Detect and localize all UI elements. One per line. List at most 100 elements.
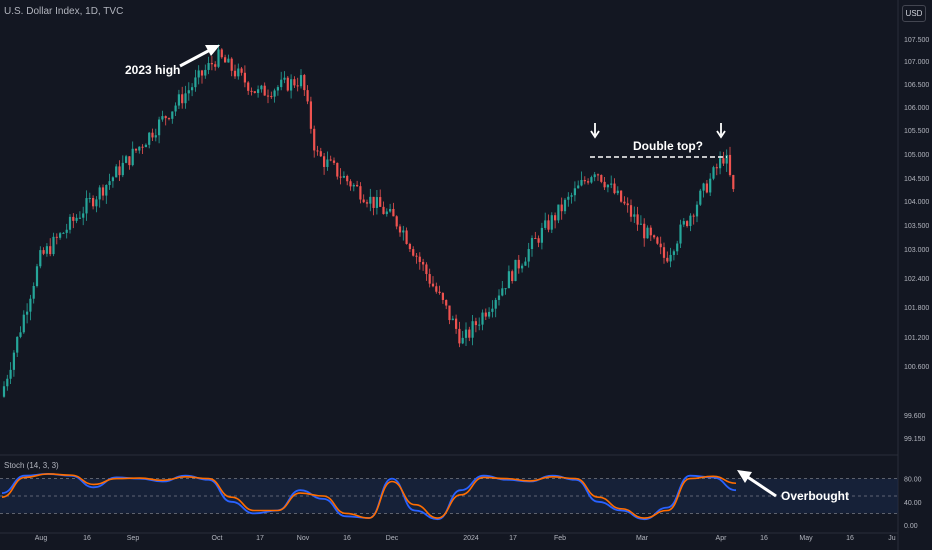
arrow-overbought-head — [737, 470, 752, 483]
candle-body — [253, 91, 256, 93]
candle-body — [712, 167, 715, 179]
candle-body — [349, 181, 352, 187]
candle-body — [141, 146, 144, 148]
candle-body — [266, 95, 270, 97]
candle-body — [623, 201, 626, 204]
candle-body — [382, 206, 385, 215]
candle-body — [451, 318, 454, 321]
candle-body — [313, 128, 316, 151]
price-tick-label: 107.000 — [904, 59, 929, 66]
candle-body — [372, 196, 375, 208]
candle-body — [428, 274, 431, 284]
candle-body — [78, 217, 81, 219]
candle-body — [593, 174, 596, 178]
candle-body — [276, 87, 279, 91]
candle-body — [362, 199, 365, 203]
candle-body — [666, 257, 669, 262]
candle-body — [316, 150, 319, 152]
candle-body — [115, 166, 118, 178]
candle-body — [158, 119, 161, 136]
time-tick-label: Aug — [35, 535, 48, 542]
candle-body — [375, 197, 378, 208]
candle-body — [42, 250, 45, 254]
candle-body — [606, 184, 609, 188]
candle-body — [217, 49, 220, 67]
candle-body — [144, 144, 147, 148]
candle-body — [709, 178, 712, 193]
candle-body — [197, 70, 200, 78]
stoch-d-line — [1, 473, 737, 519]
candle-body — [692, 215, 695, 217]
candle-body — [134, 148, 138, 151]
candle-body — [488, 311, 491, 317]
arrow-2023-high-shaft — [179, 48, 211, 68]
time-tick-label: Ju — [888, 535, 896, 542]
candle-body — [131, 148, 134, 166]
candle-body — [299, 75, 303, 87]
candle-body — [636, 214, 639, 225]
candle-body — [438, 291, 441, 294]
currency-badge[interactable]: USD — [902, 5, 926, 22]
candle-body — [511, 271, 514, 282]
candle-body — [339, 176, 342, 178]
candle-body — [257, 89, 260, 93]
candle-body — [352, 184, 355, 187]
candle-body — [224, 57, 227, 63]
candle-body — [402, 230, 405, 233]
candle-body — [567, 196, 570, 200]
candle-body — [669, 254, 672, 262]
candle-body — [722, 158, 725, 164]
candle-body — [719, 158, 722, 169]
candle-body — [105, 185, 108, 196]
time-tick-label: Mar — [636, 535, 649, 542]
candle-body — [448, 305, 451, 321]
candle-body — [174, 105, 177, 112]
time-tick-label: 17 — [509, 535, 517, 542]
candle-body — [121, 162, 124, 176]
price-tick-label: 105.000 — [904, 152, 929, 159]
candle-body — [233, 70, 237, 77]
candle-body — [329, 159, 332, 161]
candle-body — [474, 321, 477, 326]
candle-body — [560, 204, 563, 212]
annotation-2023-high: 2023 high — [125, 63, 181, 77]
candle-body — [616, 190, 619, 194]
candle-body — [309, 101, 312, 129]
candle-body — [514, 259, 517, 282]
candle-body — [230, 58, 233, 71]
candle-body — [725, 154, 728, 164]
candle-body — [629, 205, 633, 217]
time-tick-label: May — [799, 535, 813, 542]
candle-body — [101, 187, 105, 196]
price-tick-label: 105.500 — [904, 128, 929, 135]
candle-body — [35, 266, 39, 287]
time-tick-label: Feb — [554, 535, 566, 542]
candle-body — [164, 116, 167, 119]
candle-body — [85, 198, 88, 214]
candle-body — [9, 369, 12, 379]
annotation-double-top: Double top? — [633, 139, 703, 153]
candle-body — [732, 175, 735, 190]
candle-body — [643, 223, 646, 239]
candle-body — [415, 255, 418, 257]
candle-body — [728, 154, 732, 176]
candle-body — [441, 293, 444, 300]
candle-body — [610, 183, 613, 185]
candle-body — [356, 184, 359, 187]
candle-body — [125, 156, 128, 163]
candle-body — [653, 235, 656, 238]
candle-body — [550, 215, 553, 230]
time-tick-label: Sep — [127, 535, 140, 542]
time-tick-label: Nov — [297, 535, 310, 542]
candle-body — [260, 85, 263, 90]
candle-body — [177, 94, 180, 106]
candle-body — [656, 237, 659, 244]
candle-body — [55, 236, 58, 238]
candle-body — [405, 230, 408, 244]
candle-body — [280, 79, 283, 88]
candle-body — [464, 329, 468, 338]
candle-body — [587, 181, 590, 183]
candle-body — [75, 217, 78, 221]
candle-body — [626, 203, 629, 206]
